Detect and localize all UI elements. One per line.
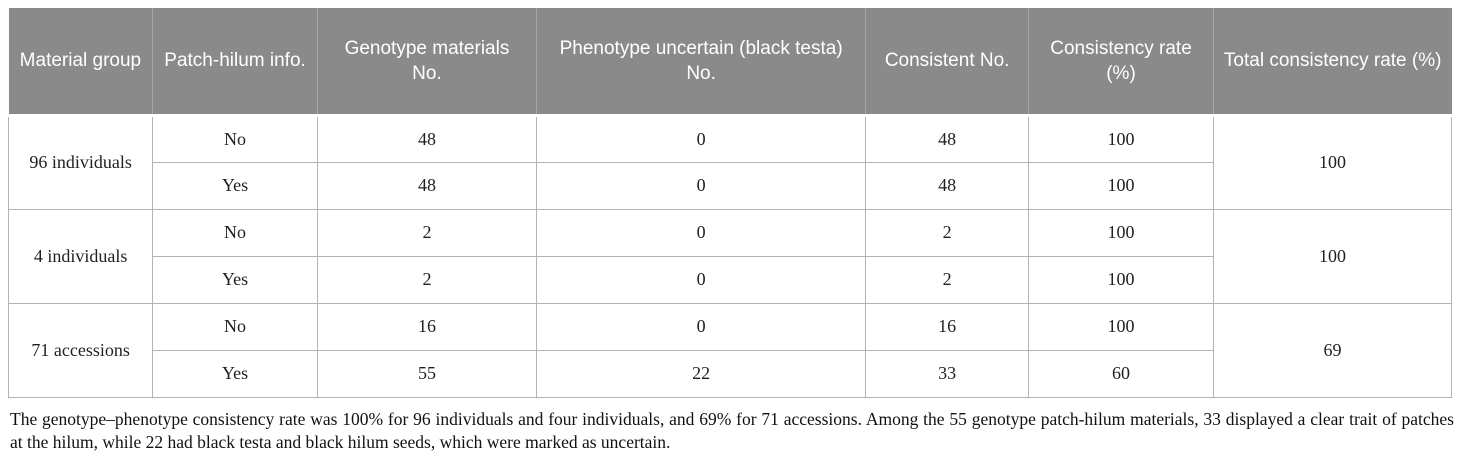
phenotype-uncertain-no-cell: 0 (536, 255, 867, 304)
consistency-rate-cell: 100 (1028, 114, 1214, 163)
table-row: Yes 2 0 2 100 (9, 255, 1452, 304)
total-consistency-rate-cell: 100 (1212, 114, 1453, 210)
phenotype-uncertain-no-cell: 0 (536, 161, 867, 210)
table-row: Yes 48 0 48 100 (9, 161, 1452, 210)
table-footnote: The genotype–phenotype consistency rate … (10, 408, 1454, 453)
consistency-rate-cell: 100 (1028, 302, 1214, 351)
consistency-rate-cell: 100 (1028, 208, 1214, 257)
column-header-total-consistency-rate: Total consistency rate (%) (1212, 8, 1452, 117)
total-consistency-rate-cell: 100 (1212, 208, 1453, 304)
genotype-materials-no-cell: 55 (316, 349, 538, 398)
column-header-phenotype-uncertain-no: Phenotype uncertain (black testa) No. (536, 8, 866, 117)
table-row: 4 individuals No 2 0 2 100 100 (7, 208, 1453, 304)
material-group-cell: 71 accessions (7, 302, 154, 398)
column-header-consistency-rate: Consistency rate (%) (1028, 8, 1214, 117)
phenotype-uncertain-no-cell: 0 (536, 208, 867, 257)
column-header-material-group: Material group (8, 8, 153, 117)
genotype-materials-no-cell: 2 (316, 208, 538, 257)
consistent-no-cell: 2 (865, 255, 1030, 304)
material-group-cell: 4 individuals (7, 208, 154, 304)
column-header-genotype-materials-no: Genotype materials No. (316, 8, 537, 117)
column-header-consistent-no: Consistent No. (865, 8, 1029, 117)
patch-hilum-cell: Yes (152, 161, 318, 210)
patch-hilum-cell: No (152, 302, 318, 351)
genotype-materials-no-cell: 48 (316, 114, 538, 163)
consistency-rate-cell: 60 (1028, 349, 1214, 398)
table-row: 71 accessions No 16 0 16 100 69 (7, 302, 1453, 398)
consistency-rate-cell: 100 (1028, 161, 1214, 210)
consistent-no-cell: 48 (865, 161, 1030, 210)
table-row: Yes 55 22 33 60 (9, 349, 1452, 398)
phenotype-uncertain-no-cell: 22 (536, 349, 867, 398)
consistent-no-cell: 33 (865, 349, 1030, 398)
phenotype-uncertain-no-cell: 0 (536, 302, 867, 351)
total-consistency-rate-cell: 69 (1212, 302, 1453, 398)
patch-hilum-cell: Yes (152, 349, 318, 398)
consistent-no-cell: 16 (865, 302, 1030, 351)
genotype-materials-no-cell: 16 (316, 302, 538, 351)
phenotype-uncertain-no-cell: 0 (536, 114, 867, 163)
genotype-materials-no-cell: 2 (316, 255, 538, 304)
consistency-rate-cell: 100 (1028, 255, 1214, 304)
patch-hilum-cell: Yes (152, 255, 318, 304)
column-header-patch-hilum-info: Patch-hilum info. (152, 8, 318, 117)
material-group-cell: 96 individuals (7, 114, 154, 210)
consistent-no-cell: 2 (865, 208, 1030, 257)
patch-hilum-cell: No (152, 208, 318, 257)
genotype-phenotype-consistency-table: Material group Patch-hilum info. Genotyp… (7, 8, 1453, 398)
consistent-no-cell: 48 (865, 114, 1030, 163)
table-row: 96 individuals No 48 0 48 100 100 (7, 114, 1453, 210)
patch-hilum-cell: No (152, 114, 318, 163)
table-header-row: Material group Patch-hilum info. Genotyp… (8, 8, 1452, 117)
genotype-materials-no-cell: 48 (316, 161, 538, 210)
